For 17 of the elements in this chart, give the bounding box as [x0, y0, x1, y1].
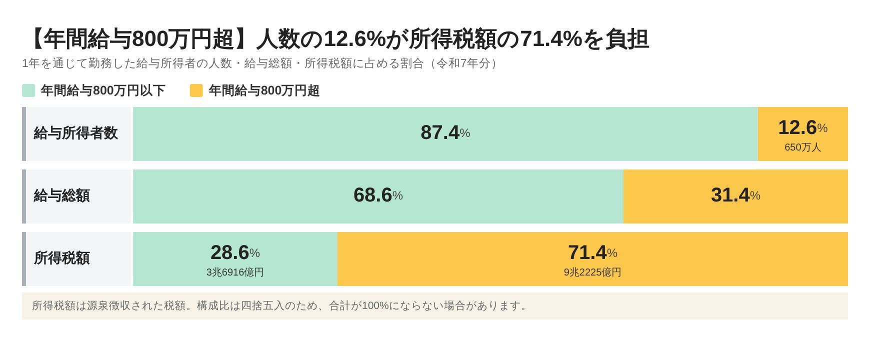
data-label: 71.4%: [568, 242, 618, 264]
y-tick-label: 所得税額: [33, 250, 90, 266]
annotation: 650万人: [784, 142, 822, 154]
legend-item: 年間給与800万円以下: [22, 83, 166, 98]
legend-item: 年間給与800万円超: [190, 83, 321, 98]
chart-title: 【年間給与800万円超】人数の12.6%が所得税額の71.4%を負担: [22, 26, 650, 51]
annotation: 9兆2225億円: [564, 266, 622, 279]
annotation: 3兆6916億円: [206, 266, 264, 279]
data-label: 31.4%: [710, 184, 761, 207]
data-label: 12.6%: [778, 117, 828, 140]
data-label: 87.4%: [420, 122, 471, 144]
data-label: 28.6%: [210, 242, 260, 264]
y-tick-label: 給与総額: [33, 187, 90, 204]
chart-subtitle: 1年を通じて勤務した給与所得者の人数・給与総額・所得税額に占める割合（令和7年分）: [22, 56, 503, 70]
y-tick-label: 給与所得者数: [33, 124, 119, 141]
annotation: 所得税額は源泉徴収された税額。構成比は四捨五入のため、合計が100%にならない場合があります。: [32, 298, 532, 312]
data-label: 68.6%: [353, 184, 404, 207]
